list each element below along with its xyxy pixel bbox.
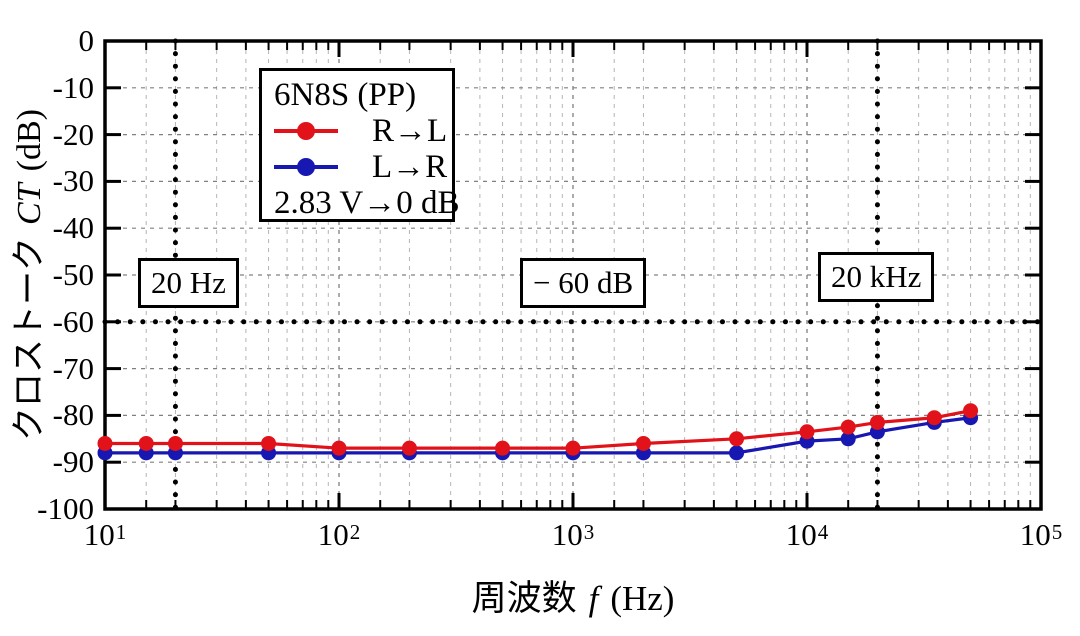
x-tick-label: 104 [785, 517, 829, 552]
axis-ticks [105, 41, 1041, 509]
data-point [840, 419, 856, 435]
data-point [926, 410, 942, 426]
data-point [635, 435, 651, 451]
data-point [565, 440, 581, 456]
legend-reference-note: 2.83 V→0 dB [274, 185, 460, 221]
annotation-box-20hz: 20 Hz [138, 258, 239, 308]
data-point [840, 431, 856, 447]
y-tick-label: -90 [52, 444, 94, 480]
x-axis-title: 周波数 f (Hz) [105, 570, 1041, 621]
y-tick-label: -30 [52, 163, 94, 199]
y-tick-label: -80 [52, 397, 94, 433]
legend-item-r-to-l: R→L [274, 113, 452, 149]
data-point [331, 440, 347, 456]
y-tick-label: 0 [78, 23, 95, 58]
annotation-box-20khz: 20 kHz [818, 252, 935, 302]
y-tick-label: -60 [52, 303, 94, 339]
data-series [97, 403, 979, 461]
y-tick-label: -70 [52, 350, 94, 386]
data-point [729, 431, 745, 447]
legend-item-l-to-r: L→R [274, 149, 452, 185]
x-axis-unit: (Hz) [610, 579, 675, 618]
y-tick-label: -100 [37, 491, 94, 526]
y-tick-label: -20 [52, 116, 94, 152]
data-point [138, 435, 154, 451]
legend-title: 6N8S (PP) [274, 77, 417, 113]
y-tick-label: -10 [52, 69, 94, 105]
legend-label-r-to-l: R→L [372, 112, 448, 149]
data-point [963, 403, 979, 419]
x-tick-label: 105 [1019, 517, 1063, 552]
x-tick-label: 101 [83, 517, 127, 552]
legend: 6N8S (PP) R→L L→R 2.83 V→0 dB [259, 68, 460, 222]
data-point [97, 435, 113, 451]
y-tick-label: -40 [52, 210, 94, 246]
x-axis-symbol: f [588, 579, 599, 618]
x-tick-label: 102 [317, 517, 361, 552]
series-line [105, 409, 971, 450]
data-point [261, 435, 277, 451]
x-tick-label: 103 [551, 517, 595, 552]
annotation-box-minus-60db: − 60 dB [520, 258, 647, 308]
series-r-to-l [97, 403, 979, 456]
data-point [729, 445, 745, 461]
data-point [401, 440, 417, 456]
blue-line-marker-icon [274, 158, 338, 176]
x-axis-title-text: 周波数 [471, 579, 577, 618]
data-point [799, 424, 815, 440]
legend-label-l-to-r: L→R [372, 148, 448, 185]
series-l-to-r [97, 410, 979, 461]
data-point [869, 414, 885, 430]
y-tick-label: -50 [52, 257, 94, 292]
data-point [167, 435, 183, 451]
red-line-marker-icon [274, 122, 338, 140]
data-point [495, 440, 511, 456]
